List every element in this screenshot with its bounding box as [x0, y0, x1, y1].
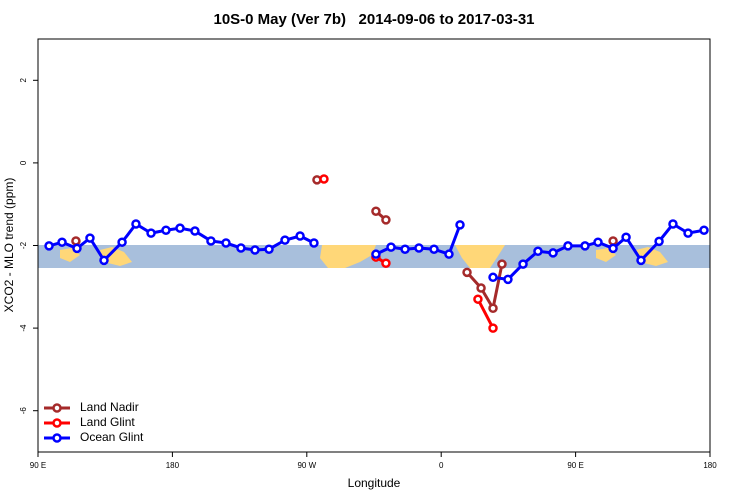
data-point — [131, 219, 141, 229]
data-point — [563, 241, 573, 251]
data-point — [236, 243, 246, 253]
x-tick-label: 90 E — [30, 461, 46, 470]
data-point — [518, 259, 528, 269]
data-point — [429, 244, 439, 254]
data-point — [593, 237, 603, 247]
data-point — [309, 238, 319, 248]
x-tick-label: 0 — [439, 461, 444, 470]
data-point — [319, 174, 329, 184]
data-point — [497, 259, 507, 269]
data-point — [250, 245, 260, 255]
data-point — [295, 231, 305, 241]
data-point — [548, 248, 558, 258]
legend-label: Ocean Glint — [80, 430, 144, 444]
chart-title: 10S-0 May (Ver 7b) 2014-09-06 to 2017-03… — [213, 11, 534, 28]
legend-label: Land Glint — [80, 415, 135, 429]
y-axis-label: XCO2 - MLO trend (ppm) — [2, 178, 16, 313]
data-point — [503, 274, 513, 285]
data-point — [488, 323, 498, 333]
data-point — [473, 294, 483, 304]
data-point — [488, 272, 498, 283]
data-point — [117, 237, 127, 247]
data-point — [488, 303, 498, 314]
data-point — [206, 236, 216, 246]
legend-marker — [52, 418, 62, 428]
x-tick-label: 180 — [703, 461, 717, 470]
data-point — [386, 242, 396, 252]
data-point — [146, 228, 156, 238]
data-point — [71, 236, 81, 246]
data-point — [99, 255, 109, 266]
data-point — [371, 249, 381, 259]
legend-marker — [52, 403, 62, 413]
legend-marker — [52, 433, 62, 443]
data-point — [264, 244, 274, 254]
data-point — [533, 246, 543, 257]
data-point — [85, 233, 95, 243]
data-point — [580, 241, 590, 251]
data-point — [161, 225, 171, 235]
data-point — [414, 243, 424, 253]
y-tick-label: 2 — [19, 78, 28, 83]
data-point — [699, 225, 709, 235]
data-point — [476, 283, 486, 293]
data-point — [280, 235, 290, 245]
data-point — [57, 237, 67, 247]
y-tick-label: 0 — [19, 160, 28, 165]
data-point — [668, 219, 678, 229]
y-tick-label: -6 — [19, 407, 28, 415]
data-point — [608, 236, 618, 246]
legend-label: Land Nadir — [80, 400, 139, 414]
data-point — [381, 215, 391, 225]
data-point — [400, 244, 410, 254]
data-point — [608, 243, 618, 254]
x-tick-label: 90 E — [567, 461, 583, 470]
land-shape — [455, 245, 505, 268]
data-point — [221, 238, 231, 248]
data-point — [371, 206, 381, 216]
land-shape — [320, 245, 376, 268]
data-point — [455, 220, 465, 230]
data-point — [381, 258, 391, 269]
y-tick-label: -2 — [19, 241, 28, 249]
data-point — [44, 241, 54, 251]
data-point — [683, 228, 693, 238]
data-point — [175, 223, 185, 233]
data-point — [654, 236, 664, 247]
data-point — [190, 226, 200, 236]
x-axis-label: Longitude — [348, 476, 401, 490]
data-point — [621, 232, 631, 242]
x-tick-label: 180 — [166, 461, 180, 470]
data-point — [444, 249, 454, 259]
y-tick-label: -4 — [19, 324, 28, 332]
data-point — [72, 243, 82, 254]
x-tick-label: 90 W — [297, 461, 316, 470]
data-point — [636, 255, 646, 266]
data-point — [462, 267, 472, 278]
